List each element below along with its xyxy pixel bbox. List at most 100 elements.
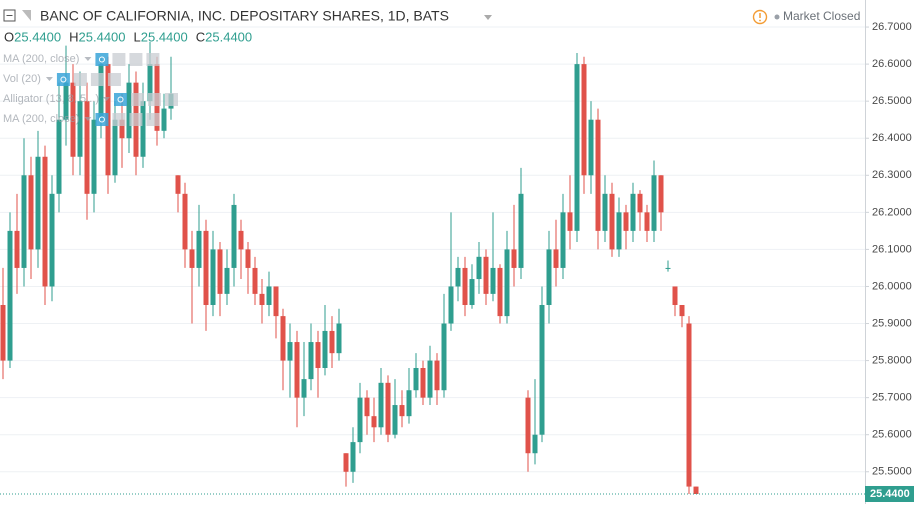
candle-body: [0, 304, 6, 361]
indicator-remove[interactable]: [146, 53, 160, 66]
candle-body: [476, 256, 482, 280]
candle-body: [357, 397, 363, 443]
candle-body: [217, 249, 223, 294]
y-tick-label: 26.7000: [872, 21, 912, 33]
candle-body: [644, 212, 650, 231]
ohlc-value: 25.4400: [205, 29, 252, 44]
candle-body: [623, 212, 629, 231]
candle-body: [189, 249, 195, 268]
indicator-visibility[interactable]: [56, 73, 70, 86]
collapse-button[interactable]: [3, 9, 16, 22]
candle-body: [231, 204, 237, 268]
candle-body: [196, 230, 202, 268]
indicator-list: MA (200, close) Vol (20) Alligator (13, 8,…: [3, 53, 178, 126]
candle-body: [98, 64, 104, 120]
candle-body: [553, 249, 559, 268]
candle-body: [497, 267, 503, 317]
y-tick-label: 25.5000: [872, 466, 912, 478]
ohlc-legend: O 25.4400 H 25.4400 L 25.4400 C 25.4400: [4, 29, 252, 44]
ohlc-key: C: [196, 29, 205, 44]
candle-body: [679, 304, 685, 317]
indicator-visibility-icon: [60, 76, 67, 83]
indicator-visibility-icon: [98, 116, 105, 123]
indicator-remove[interactable]: [107, 73, 121, 86]
indicator-remove[interactable]: [165, 93, 178, 106]
indicator-visibility[interactable]: [95, 113, 109, 126]
candle-body: [343, 453, 349, 472]
indicator-more[interactable]: [129, 53, 143, 66]
indicator-remove[interactable]: [146, 113, 160, 126]
candle-body: [532, 434, 538, 454]
indicator-settings[interactable]: [73, 73, 87, 86]
candle-body: [280, 316, 286, 361]
candle-body: [385, 382, 391, 435]
candle-body: [469, 279, 475, 305]
candle-body: [539, 304, 545, 435]
candle-body: [252, 267, 258, 294]
candle-body: [266, 286, 272, 305]
candle-body: [434, 360, 440, 391]
y-tick-label: 26.1000: [872, 243, 912, 255]
candle-body: [525, 397, 531, 454]
indicator-visibility-icon: [117, 96, 124, 103]
y-tick-label: 26.0000: [872, 280, 912, 292]
indicator-visibility[interactable]: [114, 93, 127, 106]
y-tick-label: 25.8000: [872, 354, 912, 366]
candle-body: [35, 156, 41, 250]
price-axis: 26.7000 26.6000 26.5000 26.4000 26.3000 26.20…: [0, 21, 914, 502]
indicator-more[interactable]: [90, 73, 104, 86]
candle-body: [399, 405, 405, 417]
candle-body: [203, 230, 209, 305]
indicator-visibility[interactable]: [95, 53, 109, 66]
candle-body: [567, 212, 573, 231]
last-price-box: [865, 485, 914, 502]
candle-body: [182, 193, 188, 250]
symbol-title: BANC OF CALIFORNIA, INC. DEPOSITARY SHAR…: [40, 8, 449, 24]
candle-body: [504, 249, 510, 317]
indicator-dropdown[interactable]: [84, 57, 92, 61]
candle-body: [350, 442, 356, 472]
candle-body: [511, 249, 517, 268]
ohlc-value: 25.4400: [79, 29, 126, 44]
candle-body: [616, 212, 622, 250]
candle-body: [518, 193, 524, 268]
candle-body: [364, 397, 370, 417]
indicator-label: MA (200, close): [3, 113, 79, 125]
candle-body: [42, 156, 48, 287]
candle-body: [672, 286, 678, 305]
candle-body: [490, 267, 496, 294]
candle-body: [91, 119, 97, 194]
candle-body: [574, 64, 580, 231]
candle-body: [588, 119, 594, 176]
dropdown-arrow[interactable]: [484, 15, 492, 20]
indicator-dropdown[interactable]: [84, 117, 92, 121]
candle-body: [378, 382, 384, 428]
candle-body: [84, 101, 90, 194]
indicator-settings[interactable]: [131, 93, 144, 106]
y-tick-label: 26.3000: [872, 169, 912, 181]
indicator-label: Vol (20): [3, 73, 41, 85]
candle-body: [140, 101, 146, 157]
candle-body: [560, 212, 566, 268]
status-icon: [752, 9, 768, 25]
indicator-more[interactable]: [148, 93, 161, 106]
symbol-icon: [22, 10, 31, 21]
y-tick-label: 26.6000: [872, 58, 912, 70]
candle-body: [336, 323, 342, 354]
candle-body: [49, 193, 55, 287]
indicator-settings[interactable]: [112, 53, 126, 66]
ohlc-key: L: [134, 29, 141, 44]
candle-body: [28, 175, 34, 250]
indicator-dropdown[interactable]: [103, 97, 110, 101]
candle-body: [294, 342, 300, 398]
indicator-settings[interactable]: [112, 113, 126, 126]
candle-body: [147, 64, 153, 102]
candle-body: [210, 249, 216, 305]
candle-body: [651, 175, 657, 231]
candle-body: [119, 119, 125, 139]
indicator-dropdown[interactable]: [45, 77, 53, 81]
indicator-more[interactable]: [129, 113, 143, 126]
